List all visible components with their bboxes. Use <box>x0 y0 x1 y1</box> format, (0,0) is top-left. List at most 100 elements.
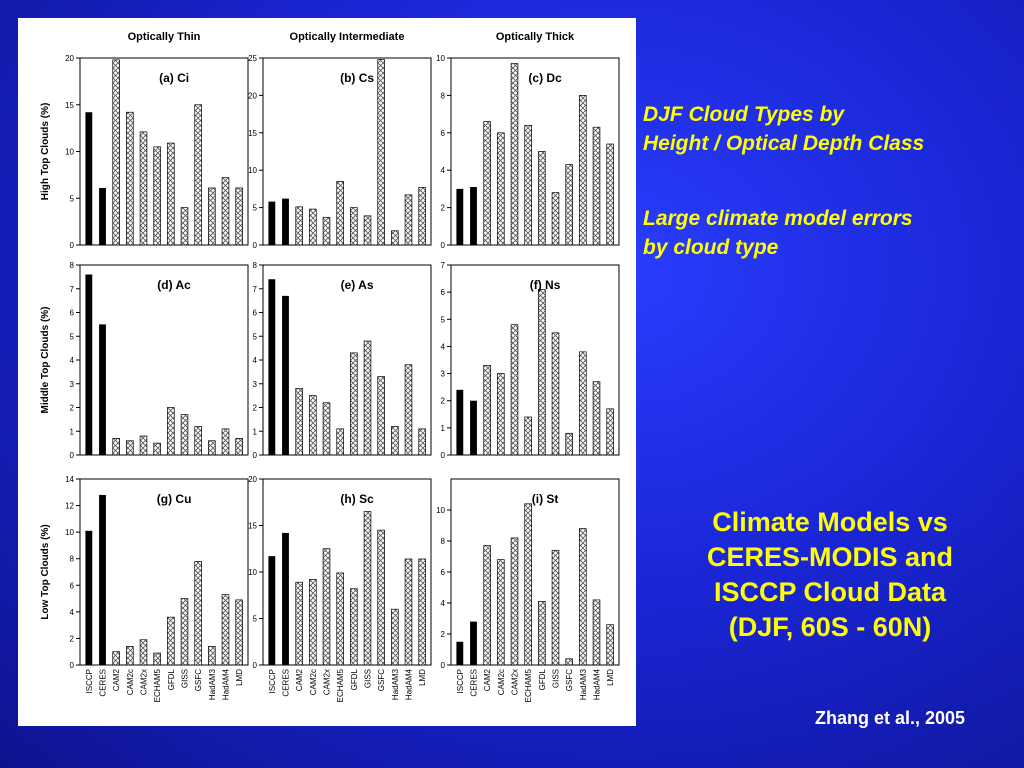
bar-gsfc <box>377 376 385 456</box>
y-tick-label: 5 <box>253 615 258 624</box>
bar-hadam4 <box>404 364 413 456</box>
y-tick-label: 5 <box>441 315 446 324</box>
note-body-line-2: by cloud type <box>643 236 779 259</box>
y-tick-label: 15 <box>248 129 257 138</box>
x-tick-label: CAM2c <box>126 669 135 695</box>
bar-hadam4 <box>221 428 230 456</box>
citation: Zhang et al., 2005 <box>814 708 966 728</box>
y-tick-label: 10 <box>248 166 257 175</box>
bar-isccp <box>268 279 276 455</box>
bar-cam2 <box>112 438 120 456</box>
y-tick-label: 0 <box>441 241 446 250</box>
bar-isccp <box>268 556 276 665</box>
bar-cam2c <box>309 208 317 246</box>
y-tick-label: 6 <box>441 568 446 577</box>
y-tick-label: 0 <box>70 451 75 460</box>
bar-giss <box>551 332 560 456</box>
y-tick-label: 1 <box>253 427 258 436</box>
y-tick-label: 2 <box>253 404 258 413</box>
x-tick-label: HadAM4 <box>405 668 414 700</box>
x-tick-label: LMD <box>235 669 244 686</box>
bar-hadam4 <box>592 599 601 666</box>
bar-cam2c <box>126 111 134 246</box>
y-tick-label: 5 <box>70 332 75 341</box>
y-tick-label: 8 <box>441 537 446 546</box>
y-tick-label: 20 <box>248 475 257 484</box>
bar-gfdl <box>167 142 175 246</box>
y-tick-label: 7 <box>441 261 446 270</box>
y-tick-label: 7 <box>253 285 258 294</box>
note-body-line-1: Large climate model errors <box>643 207 913 230</box>
row-title: Low Top Clouds (%) <box>40 524 51 619</box>
column-title: Optically Thin <box>128 31 201 43</box>
bar-gfdl <box>538 601 546 666</box>
bar-cam2x <box>139 435 148 456</box>
bar-lmd <box>418 428 426 456</box>
bar-hadam4 <box>221 177 230 246</box>
panel-frame <box>79 478 249 666</box>
x-tick-label: GFDL <box>350 668 359 690</box>
bar-echam5 <box>336 572 344 666</box>
x-tick-label: LMD <box>418 669 427 686</box>
bar-echam5 <box>524 124 532 246</box>
bar-hadam4 <box>404 194 413 246</box>
x-tick-label: ISCCP <box>85 669 94 693</box>
bar-echam5 <box>336 181 344 246</box>
panel-title: (b) Cs <box>340 71 374 85</box>
bar-gfdl <box>350 352 358 456</box>
bar-hadam3 <box>208 646 216 666</box>
x-tick-label: CAM2x <box>140 669 149 695</box>
bar-cam2x <box>510 324 519 456</box>
bar-isccp <box>85 530 93 665</box>
panel-frame <box>450 57 620 246</box>
y-tick-label: 0 <box>441 451 446 460</box>
y-tick-label: 6 <box>253 309 258 318</box>
bar-cam2 <box>483 545 491 666</box>
bar-isccp <box>456 188 464 245</box>
bar-cam2c <box>497 132 505 246</box>
bar-gsfc <box>194 426 202 456</box>
x-tick-label: GFDL <box>167 668 176 690</box>
y-tick-label: 10 <box>65 148 74 157</box>
bar-gfdl <box>167 616 175 666</box>
bar-ceres <box>470 187 477 245</box>
y-tick-label: 0 <box>253 241 258 250</box>
panel-frame <box>450 264 620 456</box>
bar-hadam3 <box>579 528 587 666</box>
bar-ceres <box>282 198 289 245</box>
y-tick-label: 3 <box>253 380 258 389</box>
row-title: High Top Clouds (%) <box>40 103 51 201</box>
bar-ceres <box>470 400 477 455</box>
bar-cam2c <box>497 559 505 666</box>
y-tick-label: 3 <box>441 370 446 379</box>
bar-ceres <box>282 532 289 665</box>
note-title-line-2: Height / Optical Depth Class <box>643 132 925 155</box>
y-tick-label: 10 <box>248 568 257 577</box>
y-tick-label: 1 <box>441 424 446 433</box>
note-title-line-1: DJF Cloud Types by <box>643 103 845 126</box>
note-body: Large climate model errors by cloud type <box>643 204 1024 262</box>
y-tick-label: 6 <box>441 288 446 297</box>
bar-gfdl <box>350 207 358 246</box>
x-tick-label: HadAM4 <box>222 668 231 700</box>
column-title: Optically Thick <box>496 31 575 43</box>
cloud-type-figure: Optically Thin Optically Intermediate Opti… <box>18 18 636 726</box>
bar-gsfc <box>194 561 202 666</box>
bar-cam2x <box>322 216 331 246</box>
y-tick-label: 14 <box>65 475 74 484</box>
headline-line-2: CERES-MODIS and <box>706 542 954 572</box>
y-tick-label: 3 <box>70 380 75 389</box>
y-tick-label: 0 <box>70 661 75 670</box>
bar-hadam3 <box>208 440 216 456</box>
x-tick-label: ISCCP <box>456 669 465 693</box>
y-tick-label: 15 <box>65 101 74 110</box>
y-tick-label: 10 <box>436 54 445 63</box>
panel-title: (c) Dc <box>528 71 562 85</box>
headline-line-4: (DJF, 60S - 60N) <box>728 612 932 642</box>
y-tick-label: 10 <box>436 506 445 515</box>
bar-giss <box>363 340 372 456</box>
x-tick-label: CAM2 <box>112 668 121 691</box>
bar-hadam4 <box>404 558 413 666</box>
y-tick-label: 10 <box>65 528 74 537</box>
panel-title: (i) St <box>532 492 559 506</box>
